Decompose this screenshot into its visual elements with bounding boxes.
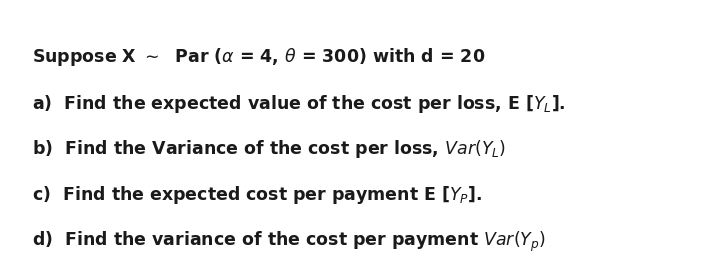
Text: d)  Find the variance of the cost per payment $\mathit{Var}(Y_p)$: d) Find the variance of the cost per pay… xyxy=(32,230,546,254)
Text: b)  Find the Variance of the cost per loss, $\mathit{Var}(Y_L)$: b) Find the Variance of the cost per los… xyxy=(32,138,507,161)
Text: c)  Find the expected cost per payment E [$Y_P$].: c) Find the expected cost per payment E … xyxy=(32,184,483,206)
Text: a)  Find the expected value of the cost per loss, E [$Y_L$].: a) Find the expected value of the cost p… xyxy=(32,93,566,115)
Text: Suppose X $\sim$  Par ($\alpha$ = 4, $\theta$ = 300) with d = 20: Suppose X $\sim$ Par ($\alpha$ = 4, $\th… xyxy=(32,46,486,68)
